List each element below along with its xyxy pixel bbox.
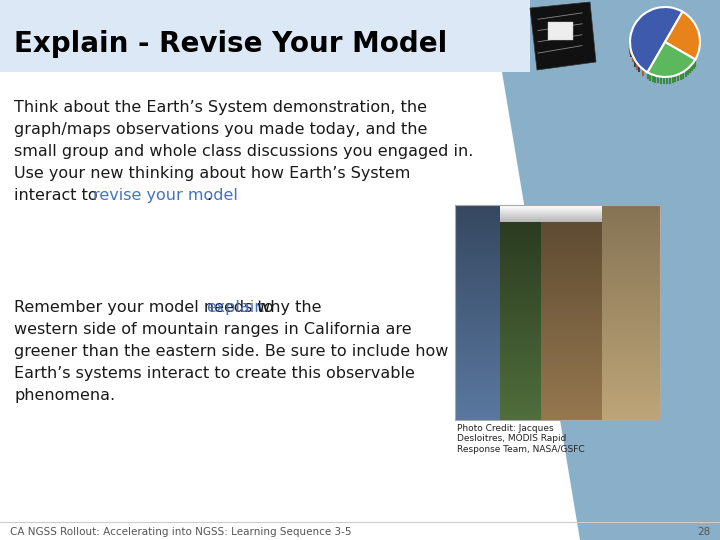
Bar bbox=[0, 0, 530, 72]
Text: CA NGSS Rollout: Accelerating into NGSS: Learning Sequence 3-5: CA NGSS Rollout: Accelerating into NGSS:… bbox=[10, 527, 351, 537]
Text: .: . bbox=[206, 188, 211, 203]
Bar bbox=[455, 205, 660, 420]
Polygon shape bbox=[490, 0, 720, 540]
Text: Earth’s systems interact to create this observable: Earth’s systems interact to create this … bbox=[14, 366, 415, 381]
Text: 28: 28 bbox=[697, 527, 710, 537]
Text: greener than the eastern side. Be sure to include how: greener than the eastern side. Be sure t… bbox=[14, 344, 449, 359]
Bar bbox=[548, 22, 573, 40]
Wedge shape bbox=[665, 12, 700, 59]
Text: Think about the Earth’s System demonstration, the: Think about the Earth’s System demonstra… bbox=[14, 100, 427, 115]
Text: interact to: interact to bbox=[14, 188, 103, 203]
Text: why the: why the bbox=[252, 300, 322, 315]
Text: graph/maps observations you made today, and the: graph/maps observations you made today, … bbox=[14, 122, 428, 137]
Text: small group and whole class discussions you engaged in.: small group and whole class discussions … bbox=[14, 144, 473, 159]
Text: Photo Credit: Jacques
Desloitres, MODIS Rapid
Response Team, NASA/GSFC: Photo Credit: Jacques Desloitres, MODIS … bbox=[457, 424, 585, 454]
Wedge shape bbox=[630, 7, 683, 72]
Text: phenomena.: phenomena. bbox=[14, 388, 115, 403]
Polygon shape bbox=[530, 2, 596, 70]
Text: Remember your model needs to: Remember your model needs to bbox=[14, 300, 279, 315]
Text: Use your new thinking about how Earth’s System: Use your new thinking about how Earth’s … bbox=[14, 166, 410, 181]
Wedge shape bbox=[647, 42, 696, 77]
Text: western side of mountain ranges in California are: western side of mountain ranges in Calif… bbox=[14, 322, 412, 337]
Text: revise your model: revise your model bbox=[94, 188, 238, 203]
Text: Explain - Revise Your Model: Explain - Revise Your Model bbox=[14, 30, 447, 58]
Text: explain: explain bbox=[206, 300, 264, 315]
